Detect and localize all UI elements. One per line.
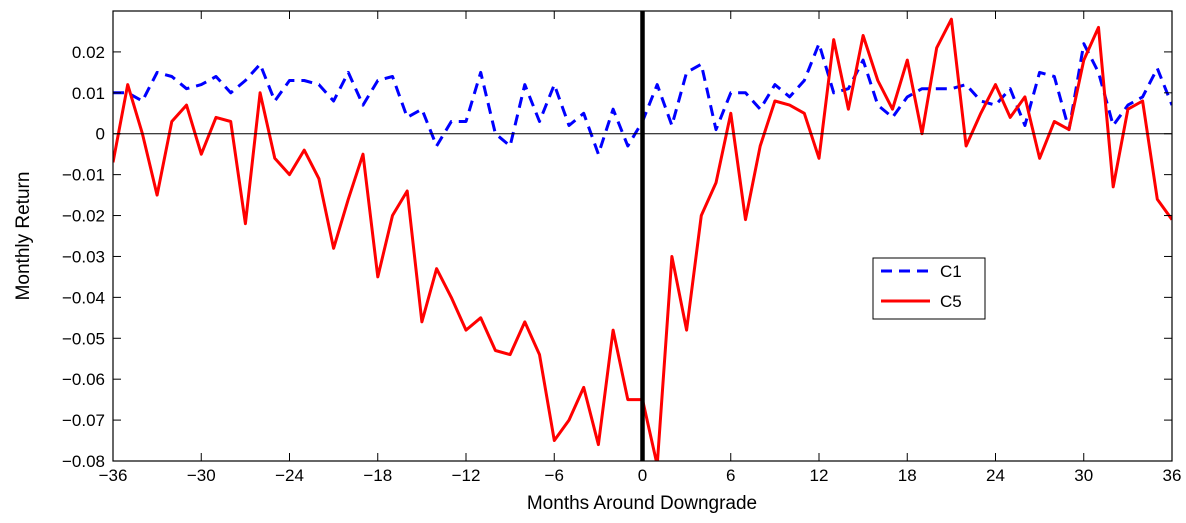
x-tick-label: 6 <box>726 466 735 485</box>
x-tick-label: 18 <box>898 466 917 485</box>
y-tick-label: −0.04 <box>62 288 105 307</box>
reference-lines <box>113 11 1172 461</box>
x-tick-label: 0 <box>638 466 647 485</box>
y-tick-label: −0.08 <box>62 452 105 471</box>
legend-label-c1: C1 <box>940 262 962 281</box>
axis-ticks: −36 −30 −24 −18 −12 −6 0 6 12 18 24 30 36 −0.08 −0.07 −… <box>62 11 1181 485</box>
legend: C1 C5 <box>872 257 986 320</box>
y-tick-label: −0.07 <box>62 411 105 430</box>
y-tick-label: −0.05 <box>62 329 105 348</box>
x-tick-label: −12 <box>452 466 481 485</box>
x-tick-label: 12 <box>810 466 829 485</box>
x-axis-title: Months Around Downgrade <box>527 493 757 514</box>
legend-box <box>872 257 986 320</box>
y-tick-label: 0.02 <box>72 43 105 62</box>
y-axis-title: Monthly Return <box>13 172 34 301</box>
x-tick-label: −36 <box>99 466 128 485</box>
y-tick-label: −0.06 <box>62 370 105 389</box>
x-tick-label: 36 <box>1163 466 1182 485</box>
y-tick-label: −0.03 <box>62 247 105 266</box>
legend-label-c5: C5 <box>940 292 962 311</box>
x-tick-label: 30 <box>1074 466 1093 485</box>
y-tick-label: 0 <box>96 125 105 144</box>
x-tick-label: −30 <box>187 466 216 485</box>
x-tick-label: −18 <box>363 466 392 485</box>
y-tick-label: −0.01 <box>62 166 105 185</box>
y-tick-label: 0.01 <box>72 84 105 103</box>
x-tick-label: −6 <box>545 466 564 485</box>
y-tick-label: −0.02 <box>62 207 105 226</box>
x-tick-label: 24 <box>986 466 1005 485</box>
x-tick-label: −24 <box>275 466 304 485</box>
